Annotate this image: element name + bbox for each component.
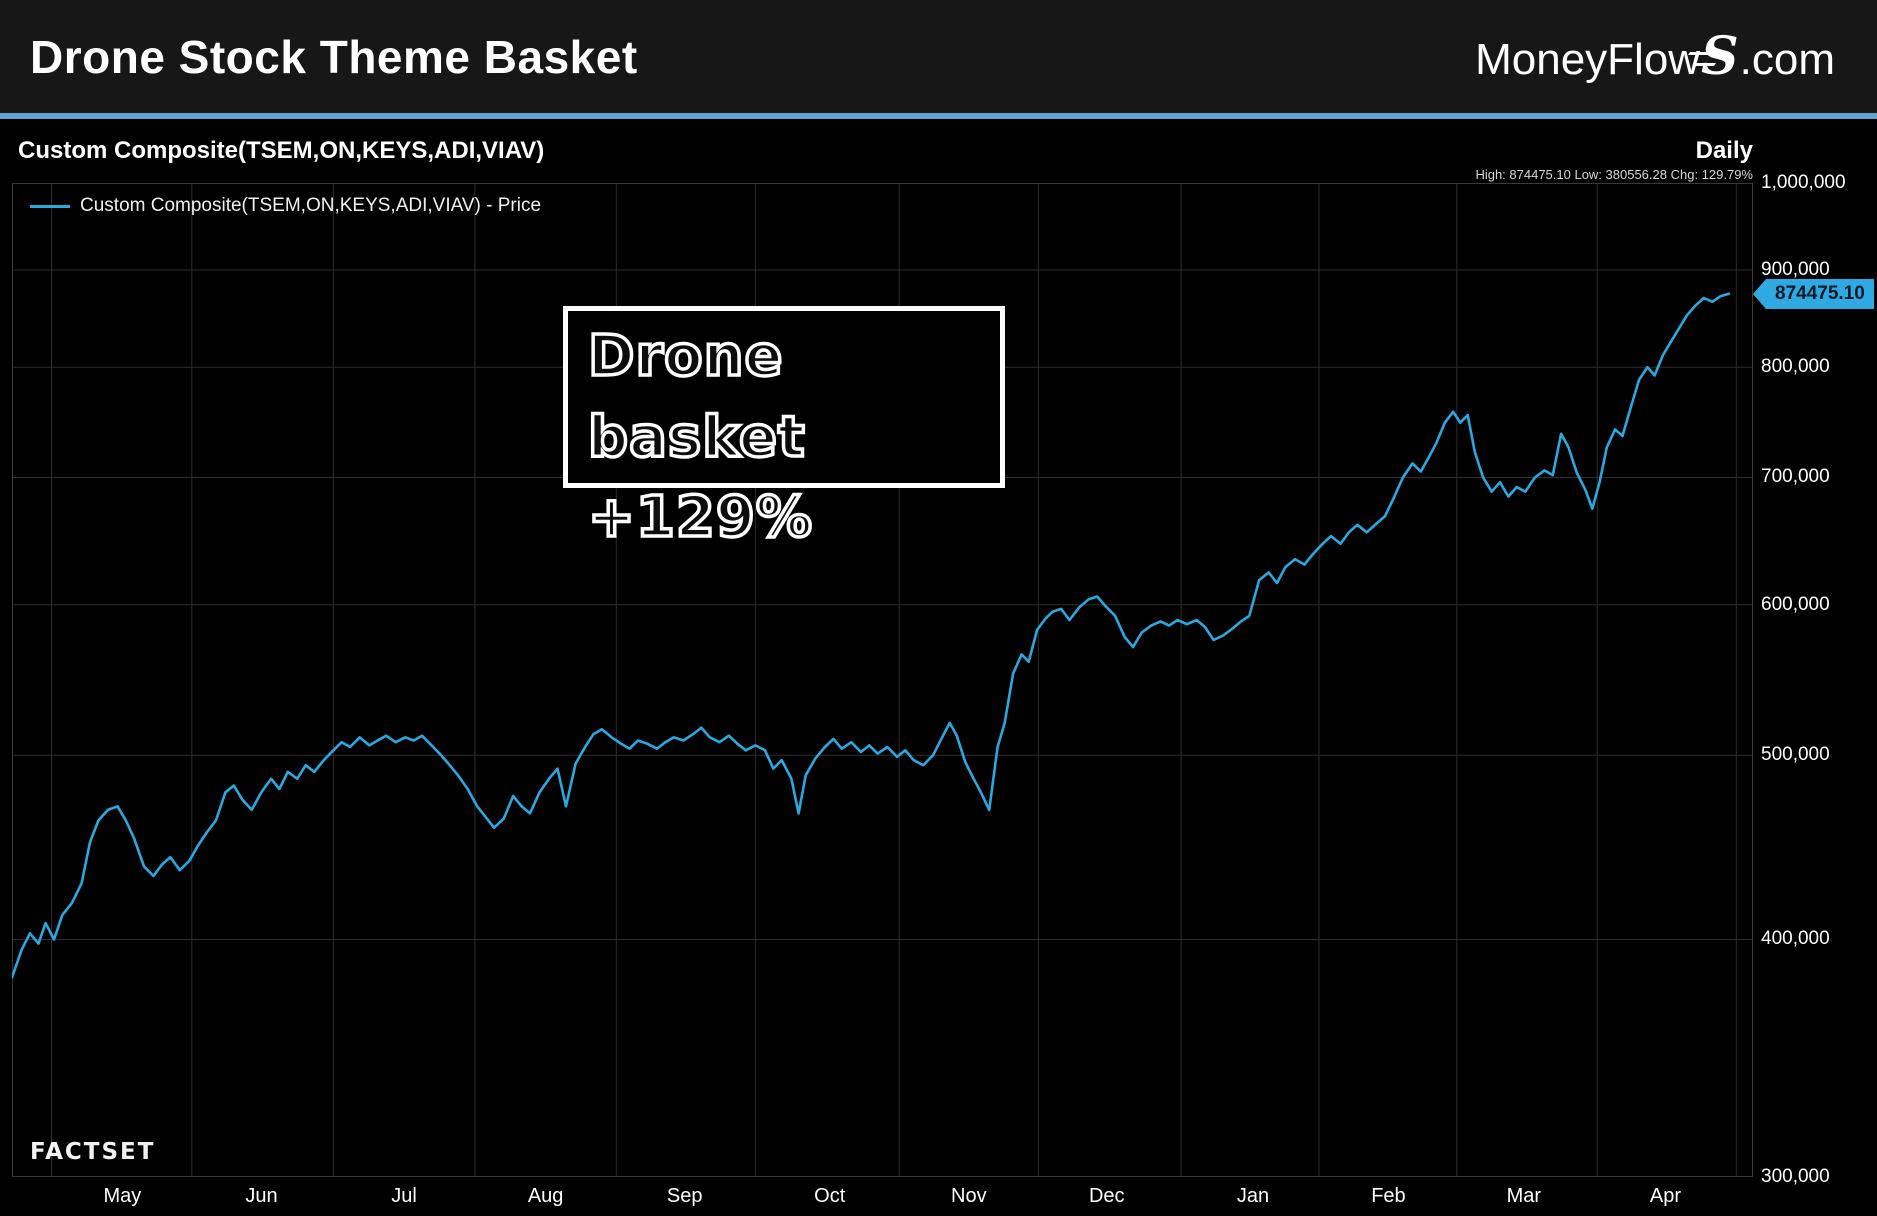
- x-axis-tick: Jul: [391, 1185, 417, 1207]
- x-axis-tick: Apr: [1649, 1185, 1681, 1207]
- x-axis-tick: Nov: [951, 1185, 987, 1207]
- header-divider: [0, 113, 1877, 119]
- page-title: Drone Stock Theme Basket: [30, 30, 638, 83]
- chart-title: Custom Composite(TSEM,ON,KEYS,ADI,VIAV): [18, 137, 545, 164]
- legend-line-swatch: [30, 204, 70, 208]
- logo-s-glyph: S: [1701, 26, 1739, 87]
- chart-high-low-change: High: 874475.10 Low: 380556.28 Chg: 129.…: [1475, 167, 1753, 182]
- y-axis-tick: 700,000: [1761, 466, 1830, 488]
- annotation-line1: Drone basket: [586, 322, 806, 471]
- price-tag-arrow-icon: [1753, 278, 1766, 309]
- x-axis-tick: Feb: [1371, 1185, 1406, 1207]
- chart-section: Custom Composite(TSEM,ON,KEYS,ADI,VIAV) …: [0, 119, 1877, 1216]
- chart-period-label: Daily: [1695, 137, 1753, 164]
- factset-logo: FACTSET: [30, 1139, 156, 1165]
- legend-label: Custom Composite(TSEM,ON,KEYS,ADI,VIAV) …: [80, 195, 542, 216]
- logo-text-prefix: MoneyFlow: [1475, 35, 1701, 84]
- x-axis-tick: Oct: [814, 1185, 846, 1207]
- price-tag-value: 874475.10: [1766, 278, 1874, 309]
- moneyflows-logo: MoneyFlow S .com: [1475, 26, 1835, 87]
- x-axis-tick: Sep: [666, 1185, 703, 1207]
- x-axis-tick: Jun: [245, 1185, 278, 1207]
- y-axis-tick: 1,000,000: [1761, 172, 1846, 193]
- x-axis-tick: Mar: [1506, 1185, 1542, 1207]
- x-axis-tick: Aug: [527, 1185, 564, 1207]
- y-axis-tick: 800,000: [1761, 356, 1830, 378]
- logo-text-suffix: .com: [1739, 35, 1835, 84]
- y-axis-tick: 500,000: [1761, 744, 1830, 766]
- x-axis-tick: Jan: [1236, 1185, 1270, 1207]
- y-axis-tick: 300,000: [1761, 1166, 1830, 1187]
- annotation-line2: +129%: [586, 484, 813, 552]
- x-axis-tick: Dec: [1088, 1185, 1125, 1207]
- annotation-box: Drone basket +129%: [563, 306, 1005, 552]
- y-axis-tick: 600,000: [1761, 593, 1830, 615]
- last-price-tag: 874475.10: [1753, 278, 1874, 309]
- header: Drone Stock Theme Basket MoneyFlow S .co…: [0, 0, 1877, 113]
- y-axis-tick: 900,000: [1761, 258, 1830, 280]
- legend: Custom Composite(TSEM,ON,KEYS,ADI,VIAV) …: [30, 195, 541, 217]
- x-axis-tick: May: [103, 1185, 142, 1207]
- y-axis-tick: 400,000: [1761, 928, 1830, 950]
